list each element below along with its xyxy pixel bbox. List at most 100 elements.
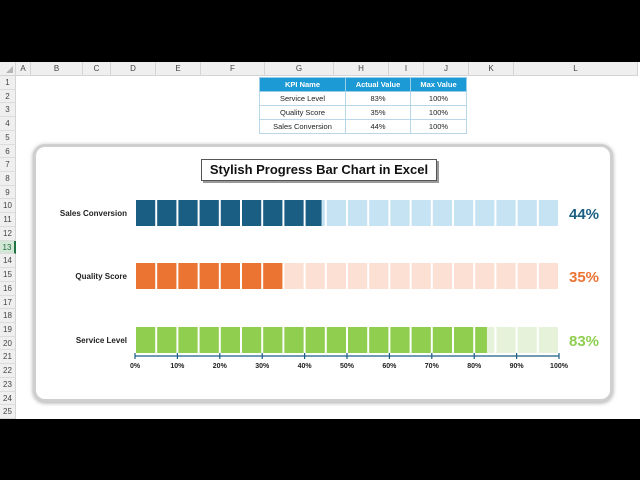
kpi-header-max[interactable]: Max Value <box>410 77 467 92</box>
progress-fill-segment <box>284 200 304 226</box>
column-header[interactable]: J <box>424 62 469 76</box>
kpi-cell[interactable]: 100% <box>410 105 467 120</box>
x-tick-label: 60% <box>382 363 397 370</box>
progress-fill-segment <box>157 263 177 289</box>
kpi-cell[interactable]: 44% <box>345 119 411 134</box>
row-header[interactable]: 17 <box>0 295 16 310</box>
progress-track-segment <box>326 263 346 289</box>
row-header[interactable]: 13 <box>0 240 16 255</box>
x-tick-label: 70% <box>425 363 440 370</box>
progress-track-segment <box>411 200 431 226</box>
kpi-cell[interactable]: 83% <box>345 91 411 106</box>
table-row: Quality Score 35% 100% <box>259 105 467 120</box>
column-header[interactable]: I <box>389 62 424 76</box>
x-tick-label: 20% <box>213 363 228 370</box>
progress-track-segment <box>538 200 558 226</box>
progress-fill-segment <box>157 327 177 353</box>
progress-track-segment <box>411 263 431 289</box>
kpi-table: KPI Name Actual Value Max Value Service … <box>259 77 467 134</box>
progress-track-segment <box>496 327 516 353</box>
progress-track-segment <box>326 200 346 226</box>
progress-fill-segment <box>178 327 198 353</box>
column-header[interactable]: E <box>156 62 201 76</box>
progress-track-segment <box>538 263 558 289</box>
progress-fill-segment <box>432 327 452 353</box>
select-all-button[interactable] <box>0 62 16 76</box>
x-tick-label: 50% <box>340 363 355 370</box>
row-header[interactable]: 18 <box>0 309 16 323</box>
progress-fill-segment <box>305 327 325 353</box>
category-label: Sales Conversion <box>60 209 127 218</box>
progress-fill-segment <box>199 263 219 289</box>
row-header[interactable]: 11 <box>0 213 16 227</box>
kpi-cell[interactable]: 100% <box>410 119 467 134</box>
column-header[interactable]: B <box>31 62 83 76</box>
row-header[interactable]: 4 <box>0 117 16 131</box>
row-header[interactable]: 16 <box>0 281 16 296</box>
column-header[interactable]: L <box>514 62 638 76</box>
progress-fill-segment <box>157 200 177 226</box>
column-header[interactable]: H <box>334 62 389 76</box>
kpi-cell[interactable]: 35% <box>345 105 411 120</box>
progress-fill-segment <box>305 200 322 226</box>
progress-fill-segment <box>454 327 474 353</box>
row-header[interactable]: 24 <box>0 391 16 406</box>
column-header[interactable]: C <box>83 62 111 76</box>
progress-track-segment <box>454 200 474 226</box>
progress-track-segment <box>475 200 495 226</box>
x-tick-label: 10% <box>170 363 185 370</box>
progress-fill-segment <box>369 327 389 353</box>
row-header[interactable]: 7 <box>0 158 16 173</box>
row-header[interactable]: 9 <box>0 185 16 200</box>
kpi-cell[interactable]: Quality Score <box>259 105 346 120</box>
progress-track-segment <box>390 263 410 289</box>
progress-fill-segment <box>411 327 431 353</box>
row-header[interactable]: 10 <box>0 199 16 214</box>
x-tick-label: 0% <box>130 363 141 370</box>
column-header[interactable]: K <box>469 62 514 76</box>
row-header[interactable]: 15 <box>0 268 16 282</box>
row-header[interactable]: 19 <box>0 322 16 337</box>
row-header[interactable]: 5 <box>0 130 16 145</box>
progress-track-segment <box>348 263 368 289</box>
kpi-header-name[interactable]: KPI Name <box>259 77 346 92</box>
table-row: Sales Conversion 44% 100% <box>259 119 467 134</box>
progress-fill-segment <box>242 200 262 226</box>
data-label: 83% <box>569 333 599 350</box>
progress-bar-chart[interactable]: Sales Conversion 44% Quality Score 35% Servi… <box>33 144 613 402</box>
kpi-cell[interactable]: 100% <box>410 91 467 106</box>
row-header[interactable]: 6 <box>0 144 16 159</box>
progress-fill-segment <box>136 327 156 353</box>
x-tick-label: 100% <box>550 363 569 370</box>
x-tick-label: 90% <box>510 363 525 370</box>
column-header[interactable]: A <box>16 62 31 76</box>
row-header[interactable]: 25 <box>0 405 16 419</box>
row-header[interactable]: 22 <box>0 364 16 378</box>
progress-fill-segment <box>178 200 198 226</box>
progress-fill-segment <box>220 327 240 353</box>
progress-track-segment <box>305 263 325 289</box>
progress-fill-segment <box>263 200 283 226</box>
kpi-header-actual[interactable]: Actual Value <box>345 77 411 92</box>
column-header[interactable]: F <box>201 62 265 76</box>
kpi-cell[interactable]: Service Level <box>259 91 346 106</box>
kpi-cell[interactable]: Sales Conversion <box>259 119 346 134</box>
row-header[interactable]: 12 <box>0 226 16 241</box>
chart-title[interactable]: Stylish Progress Bar Chart in Excel <box>201 159 437 181</box>
row-header[interactable]: 8 <box>0 172 16 186</box>
row-header[interactable]: 21 <box>0 350 16 365</box>
progress-fill-segment <box>348 327 368 353</box>
row-header[interactable]: 23 <box>0 377 16 392</box>
row-header[interactable]: 2 <box>0 89 16 104</box>
column-header[interactable]: D <box>111 62 156 76</box>
progress-fill-segment <box>242 327 262 353</box>
row-header[interactable]: 20 <box>0 336 16 351</box>
row-header[interactable]: 3 <box>0 103 16 118</box>
row-header[interactable]: 14 <box>0 254 16 269</box>
column-header[interactable]: G <box>265 62 334 76</box>
row-header[interactable]: 1 <box>0 76 16 90</box>
progress-fill-segment <box>242 263 262 289</box>
progress-fill-segment <box>284 327 304 353</box>
row-headers: 1 2 3 4 5 6 7 8 9 10 11 12 13 14 15 16 17 18 19 20 21 22 23 24 2… <box>0 76 16 419</box>
